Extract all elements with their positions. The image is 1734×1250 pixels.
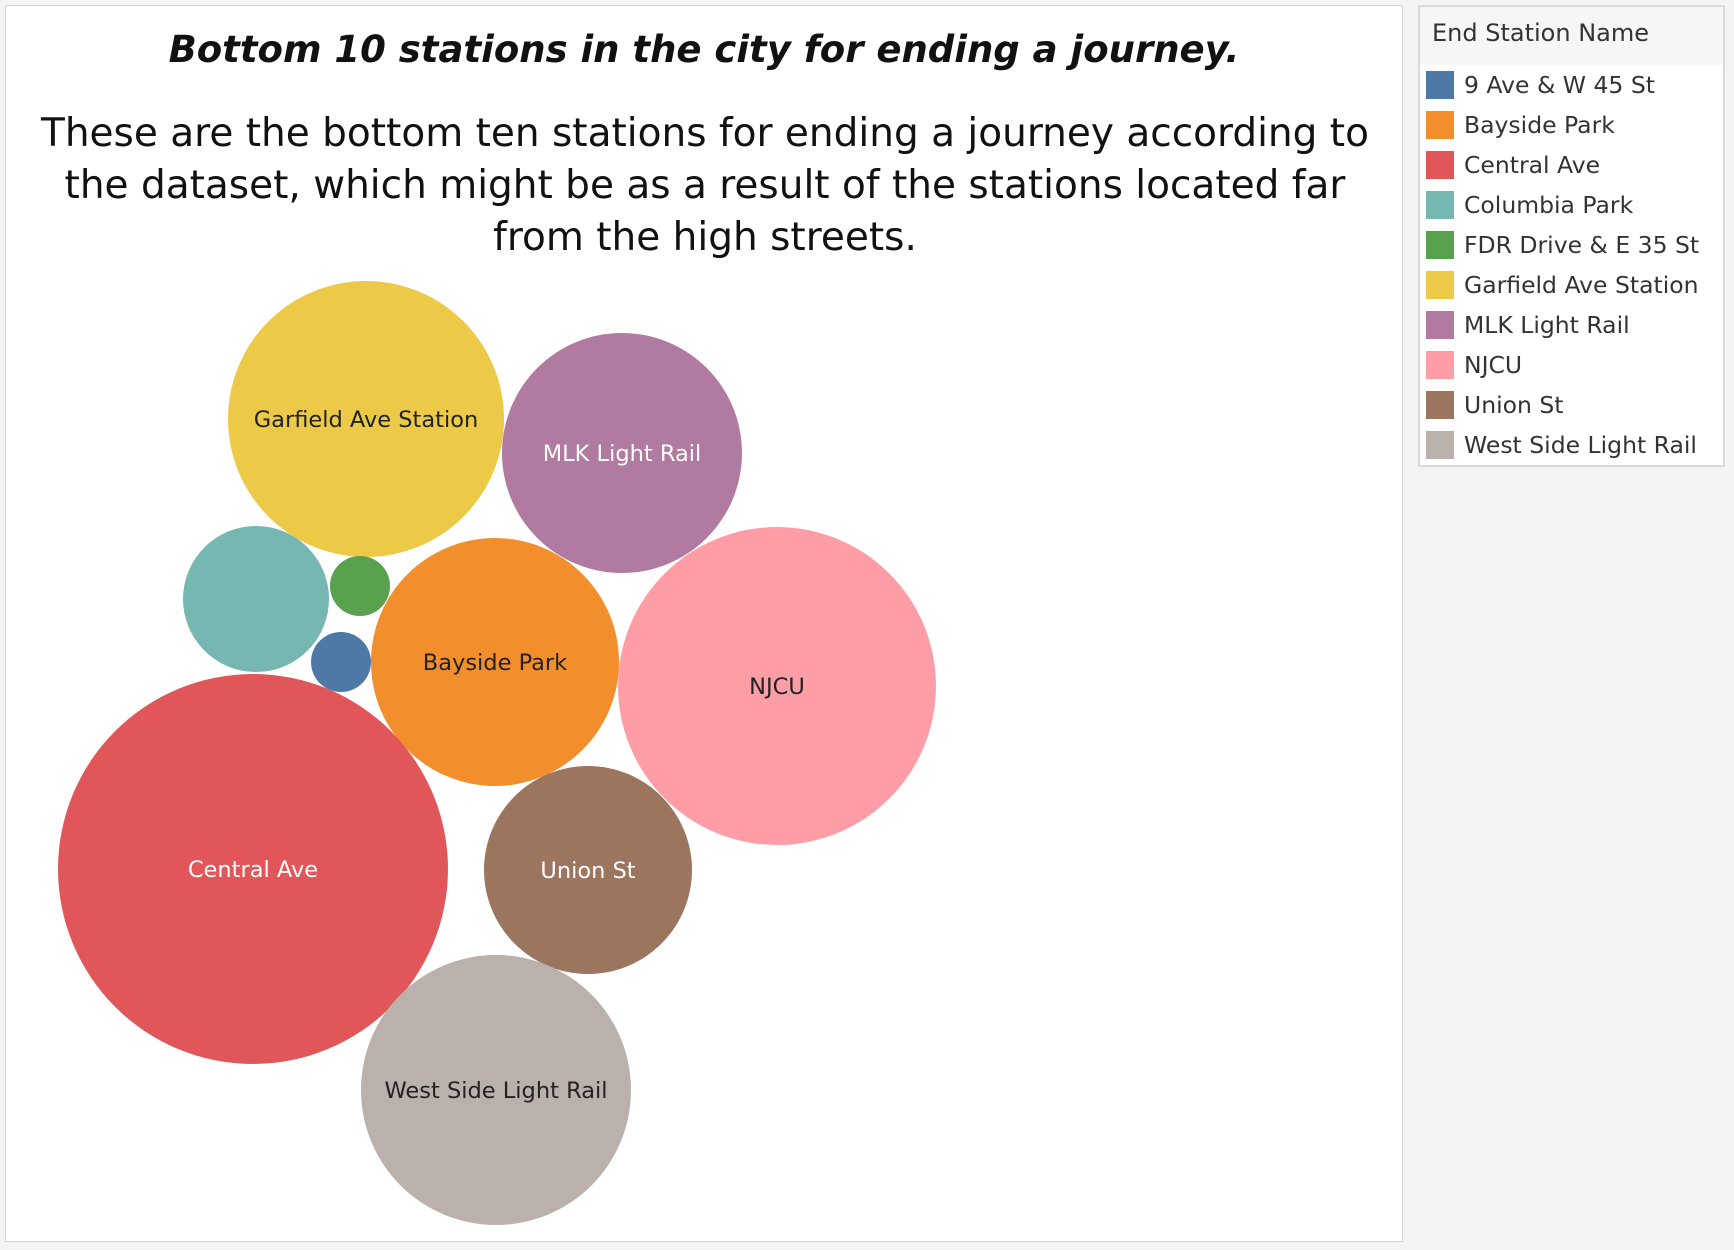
bubble-circle[interactable] [58,674,448,1064]
bubble[interactable]: Bayside Park [371,538,619,786]
legend-label: NJCU [1464,351,1523,379]
bubble[interactable]: West Side Light Rail [361,955,631,1225]
legend-item[interactable]: MLK Light Rail [1420,305,1723,345]
legend-label: Columbia Park [1464,191,1634,219]
legend-item[interactable]: Central Ave [1420,145,1723,185]
legend-swatch [1426,71,1454,99]
legend-label: Garfield Ave Station [1464,271,1699,299]
legend-item[interactable]: Garfield Ave Station [1420,265,1723,305]
legend-swatch [1426,111,1454,139]
bubble-label: NJCU [749,674,805,700]
bubble-circle[interactable] [502,333,742,573]
legend-item[interactable]: Bayside Park [1420,105,1723,145]
bubble-label: Central Ave [188,857,318,883]
bubble[interactable]: NJCU [618,527,936,845]
legend-swatch [1426,271,1454,299]
legend-item[interactable]: Columbia Park [1420,185,1723,225]
bubble-circle[interactable] [484,766,692,974]
legend-title: End Station Name [1420,7,1723,65]
legend-item[interactable]: Union St [1420,385,1723,425]
legend-item[interactable]: West Side Light Rail [1420,425,1723,465]
bubble[interactable]: MLK Light Rail [502,333,742,573]
bubble[interactable] [311,632,371,692]
bubble-circle[interactable] [371,538,619,786]
bubble-circle[interactable] [618,527,936,845]
bubble-label: Union St [540,858,635,884]
legend-label: MLK Light Rail [1464,311,1630,339]
chart-panel: Bottom 10 stations in the city for endin… [5,5,1403,1242]
legend-label: West Side Light Rail [1464,431,1697,459]
legend-swatch [1426,151,1454,179]
chart-title: Bottom 10 stations in the city for endin… [168,28,1240,71]
legend-swatch [1426,311,1454,339]
bubble[interactable]: Union St [484,766,692,974]
legend-item[interactable]: FDR Drive & E 35 St [1420,225,1723,265]
bubble-chart: Garfield Ave Station MLK Light Rail Baysid… [58,281,936,1225]
bubble[interactable]: Central Ave [58,674,448,1064]
legend-label: Bayside Park [1464,111,1615,139]
legend-swatch [1426,431,1454,459]
bubble-circle[interactable] [228,281,504,557]
bubble[interactable]: Garfield Ave Station [228,281,504,557]
legend-label: 9 Ave & W 45 St [1464,71,1655,99]
legend-swatch [1426,231,1454,259]
bubble-circle[interactable] [311,632,371,692]
legend-swatch [1426,191,1454,219]
legend-swatch [1426,351,1454,379]
bubble-label: Garfield Ave Station [254,407,479,433]
legend-item[interactable]: 9 Ave & W 45 St [1420,65,1723,105]
color-legend: End Station Name 9 Ave & W 45 St Bayside … [1418,5,1725,467]
legend-label: FDR Drive & E 35 St [1464,231,1700,259]
bubble[interactable] [330,556,390,616]
legend-swatch [1426,391,1454,419]
bubble-label: Bayside Park [423,650,567,676]
legend-item[interactable]: NJCU [1420,345,1723,385]
bubble-circle[interactable] [183,526,329,672]
bubble-circle[interactable] [330,556,390,616]
bubble-circle[interactable] [361,955,631,1225]
bubble[interactable] [183,526,329,672]
chart-subtitle: These are the bottom ten stations for en… [41,111,1369,260]
bubble-label: MLK Light Rail [543,441,702,467]
legend-label: Central Ave [1464,151,1601,179]
bubble-label: West Side Light Rail [384,1078,607,1104]
legend-label: Union St [1464,391,1564,419]
